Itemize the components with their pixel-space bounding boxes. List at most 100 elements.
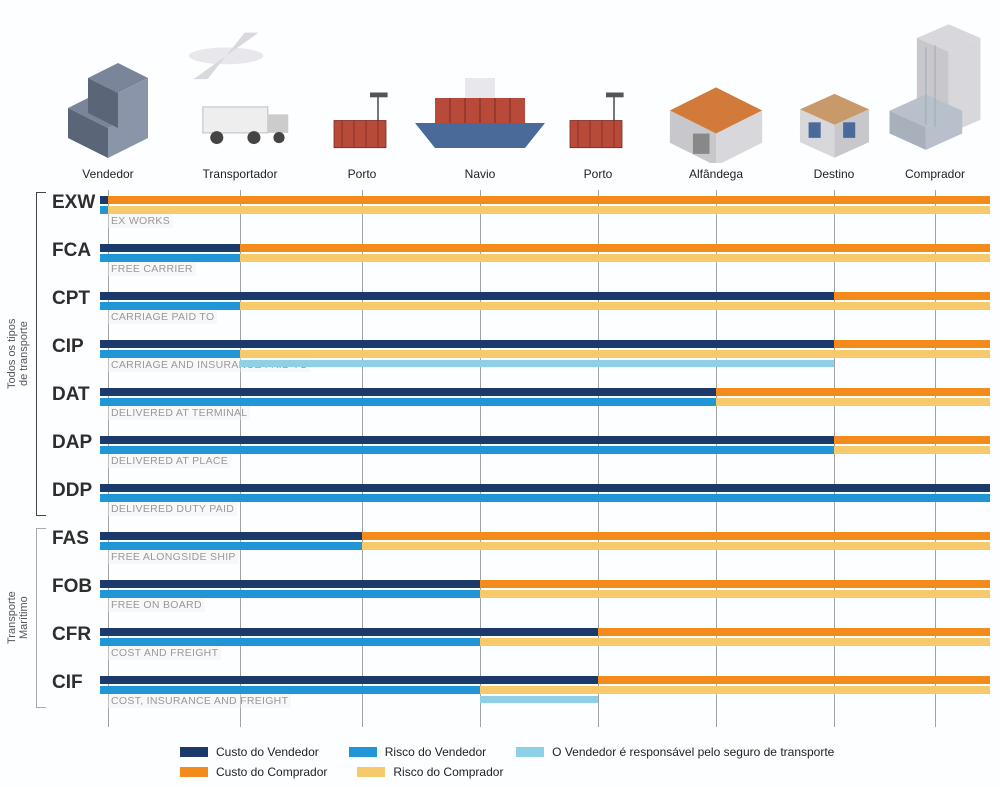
buyer-risk-bar [240,350,990,358]
group-label: Todos os tiposde transporte [6,192,30,516]
insurance-bar [480,696,598,703]
buyer-cost-bar [716,388,990,396]
buyer-risk-bar [108,206,990,214]
legend-label: Custo do Vendedor [216,745,319,759]
legend-swatch [357,767,385,777]
incoterm-desc: DELIVERED AT PLACE [108,454,231,468]
seller-risk-bar [100,206,108,214]
legend: Custo do VendedorRisco do VendedorO Vend… [180,745,980,779]
legend-swatch [349,747,377,757]
incoterm-code: DAT [52,384,90,406]
icons-row [0,8,1000,163]
incoterm-desc: FREE CARRIER [108,262,196,276]
seller-cost-bar [100,628,598,636]
incoterm-row: CIPCARRIAGE AND INSURANCE PAID TO [100,338,990,386]
incoterm-desc: DELIVERED DUTY PAID [108,502,237,516]
navio-icon [405,8,555,163]
legend-item: Custo do Vendedor [180,745,319,759]
incoterm-desc: EX WORKS [108,214,173,228]
column-header: Alfândega [661,167,771,181]
incoterm-desc: FREE ON BOARD [108,598,205,612]
column-header: Navio [425,167,535,181]
seller-cost-bar [100,484,990,492]
legend-label: O Vendedor é responsável pelo seguro de … [552,745,834,759]
group-bracket [36,528,46,708]
seller-risk-bar [100,590,480,598]
seller-cost-bar [100,244,240,252]
seller-risk-bar [100,494,990,502]
buyer-cost-bar [362,532,990,540]
seller-cost-bar [100,676,598,684]
incoterm-code: CIF [52,672,83,694]
legend-swatch [180,747,208,757]
seller-cost-bar [100,388,716,396]
incoterm-row: DATDELIVERED AT TERMINAL [100,386,990,434]
incoterm-row: FASFREE ALONGSIDE SHIP [100,530,990,578]
group-bracket [36,192,46,516]
incoterm-row: EXWEX WORKS [100,194,990,242]
buyer-risk-bar [240,302,990,310]
seller-risk-bar [100,254,240,262]
column-header: Porto [543,167,653,181]
incoterm-row: DDPDELIVERED DUTY PAID [100,482,990,530]
incoterm-code: FAS [52,528,89,550]
column-header: Destino [779,167,889,181]
incoterm-row: FCAFREE CARRIER [100,242,990,290]
legend-item: O Vendedor é responsável pelo seguro de … [516,745,834,759]
seller-risk-bar [100,638,480,646]
incoterm-row: CIFCOST, INSURANCE AND FREIGHT [100,674,990,722]
buyer-cost-bar [834,340,990,348]
incoterm-code: FCA [52,240,91,262]
incoterm-desc: COST AND FREIGHT [108,646,221,660]
incoterm-code: DDP [52,480,92,502]
transportador-icon [175,8,305,163]
buyer-cost-bar [480,580,990,588]
legend-swatch [516,747,544,757]
legend-swatch [180,767,208,777]
column-header: Comprador [880,167,990,181]
incoterm-row: FOBFREE ON BOARD [100,578,990,626]
buyer-cost-bar [598,676,990,684]
incoterm-desc: FREE ALONGSIDE SHIP [108,550,239,564]
incoterm-desc: COST, INSURANCE AND FREIGHT [108,694,291,708]
column-header: Vendedor [53,167,163,181]
incoterm-code: CFR [52,624,91,646]
incoterm-row: CPTCARRIAGE PAID TO [100,290,990,338]
seller-risk-bar [100,398,716,406]
seller-cost-bar [100,292,834,300]
buyer-risk-bar [480,590,990,598]
buyer-cost-bar [598,628,990,636]
grid-area: EXWEX WORKSFCAFREE CARRIERCPTCARRIAGE PA… [100,190,990,727]
incoterm-row: CFRCOST AND FREIGHT [100,626,990,674]
destino-icon [787,8,882,163]
comprador-icon [885,8,985,163]
legend-label: Custo do Comprador [216,765,327,779]
column-header: Transportador [185,167,295,181]
incoterms-chart: Vendedor Transportador Porto Navio Porto Alfâ… [0,0,1000,787]
buyer-risk-bar [480,686,990,694]
seller-risk-bar [100,542,362,550]
buyer-risk-bar [834,446,990,454]
porto2-icon [558,8,638,163]
incoterm-code: FOB [52,576,92,598]
seller-cost-bar [100,436,834,444]
seller-cost-bar [100,580,480,588]
buyer-risk-bar [240,254,990,262]
vendedor-icon [48,8,168,163]
legend-label: Risco do Comprador [393,765,503,779]
seller-cost-bar [100,196,108,204]
seller-risk-bar [100,302,240,310]
porto1-icon [322,8,402,163]
seller-cost-bar [100,340,834,348]
buyer-risk-bar [480,638,990,646]
column-header: Porto [307,167,417,181]
buyer-cost-bar [834,292,990,300]
incoterm-row: DAPDELIVERED AT PLACE [100,434,990,482]
buyer-cost-bar [108,196,990,204]
buyer-risk-bar [362,542,990,550]
buyer-cost-bar [834,436,990,444]
buyer-risk-bar [716,398,990,406]
buyer-cost-bar [240,244,990,252]
legend-item: Risco do Comprador [357,765,503,779]
seller-cost-bar [100,532,362,540]
